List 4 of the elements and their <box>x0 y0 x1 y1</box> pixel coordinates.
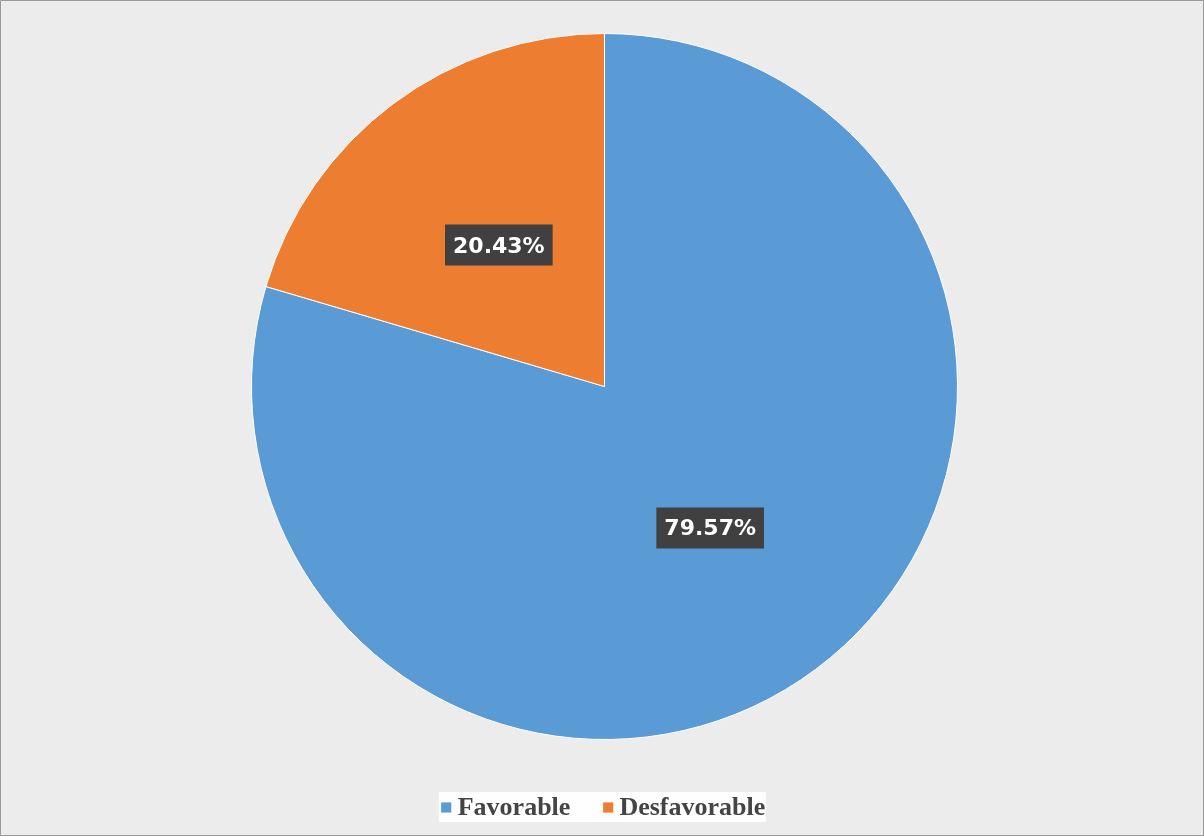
legend-label: Favorable <box>457 792 571 822</box>
data-label: 79.57% <box>664 515 756 541</box>
data-label: 20.43% <box>453 232 545 258</box>
legend-label: Desfavorable <box>619 792 766 822</box>
